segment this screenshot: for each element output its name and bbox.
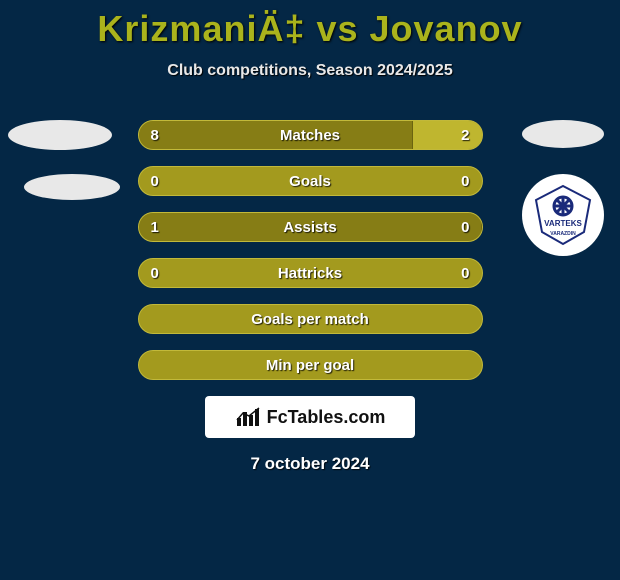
player-right-blob-top	[522, 120, 604, 148]
club-badge-right: VARTEKS VARAZDIN	[522, 174, 604, 256]
stat-rows-container: 82Matches 00Goals 10Assists 00Hattricks Goal…	[138, 120, 483, 380]
bar-chart-icon	[235, 406, 261, 428]
stat-label: Matches	[139, 121, 482, 150]
stat-label: Assists	[139, 213, 482, 242]
stat-label: Min per goal	[139, 351, 482, 380]
svg-text:VARTEKS: VARTEKS	[544, 219, 582, 228]
stat-label: Goals	[139, 167, 482, 196]
stat-row: Min per goal	[138, 350, 483, 380]
stat-row: 00Hattricks	[138, 258, 483, 288]
footer-date: 7 october 2024	[0, 454, 620, 474]
stat-row: 00Goals	[138, 166, 483, 196]
page-subtitle: Club competitions, Season 2024/2025	[0, 62, 620, 80]
stat-row: 82Matches	[138, 120, 483, 150]
svg-text:VARAZDIN: VARAZDIN	[550, 231, 576, 237]
stat-row: Goals per match	[138, 304, 483, 334]
player-left-blob-top	[8, 120, 112, 150]
stat-row: 10Assists	[138, 212, 483, 242]
page-title: KrizmaniÄ‡ vs Jovanov	[0, 0, 620, 50]
comparison-panel: VARTEKS VARAZDIN 82Matches 00Goals 10Assis…	[0, 120, 620, 474]
player-left-blob-bottom	[24, 174, 120, 200]
varteks-crest-icon: VARTEKS VARAZDIN	[532, 184, 594, 246]
brand-badge[interactable]: FcTables.com	[205, 396, 415, 438]
stat-label: Hattricks	[139, 259, 482, 288]
stat-label: Goals per match	[139, 305, 482, 334]
brand-text: FcTables.com	[267, 407, 386, 428]
